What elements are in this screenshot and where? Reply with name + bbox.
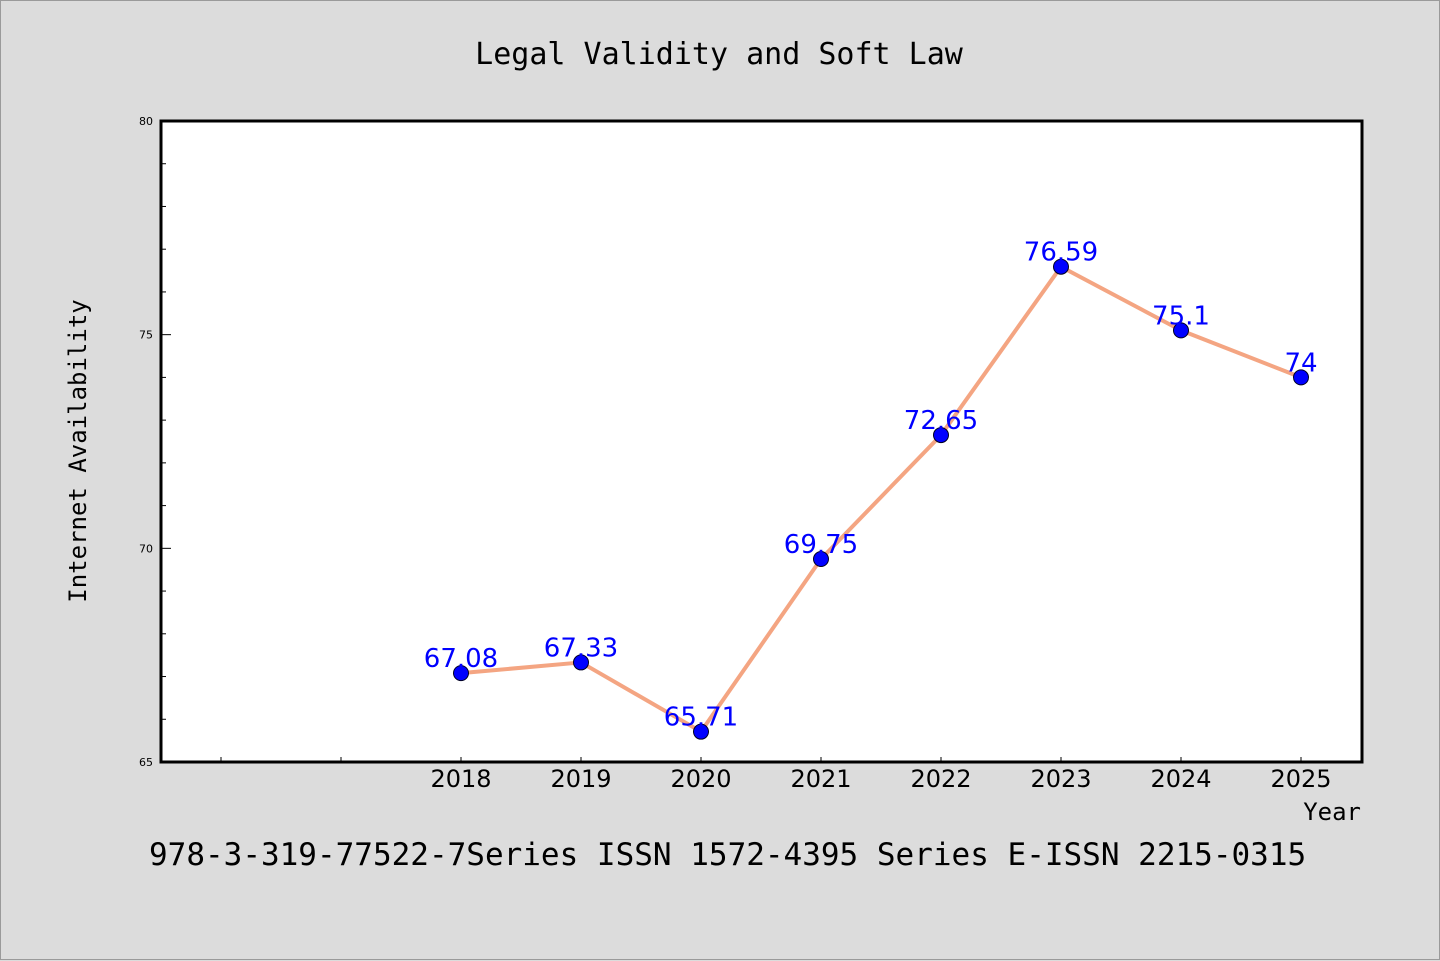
data-point [453,665,469,682]
x-tick-label: 2023 [1030,765,1091,793]
y-tick-label: 65 [139,756,153,769]
plot-area [159,119,1364,764]
y-tick-label: 80 [139,115,153,128]
data-point [933,427,949,444]
footer-isbn-issn-text: 978-3-319-77522-7Series ISSN 1572-4395 S… [149,837,1306,873]
data-label: 72.65 [904,406,978,436]
data-point [1173,322,1189,339]
data-point [1293,369,1309,386]
data-label: 65.71 [664,703,738,733]
x-tick-label: 2019 [550,765,611,793]
data-label: 67.33 [544,633,618,663]
y-tick-label: 75 [139,329,153,342]
series-layer: 67.08 67.33 65.71 69.75 72.65 76.59 75.1 74 [424,238,1318,740]
data-label: 69.75 [784,530,858,560]
data-label: 75.1 [1152,301,1210,331]
data-point [573,654,589,671]
data-point [693,723,709,740]
series-line [459,264,1303,734]
y-axis: 65 70 75 80 [139,115,171,769]
x-tick-label: 2024 [1150,765,1211,793]
x-tick-label: 2020 [670,765,731,793]
x-axis: 2018 2019 2020 2021 2022 2023 2024 2025 [220,757,1332,793]
data-label: 74 [1284,348,1317,378]
chart-title: Legal Validity and Soft Law [475,37,964,72]
x-axis-label: Year [1303,798,1361,826]
data-point [813,551,829,568]
data-point [1053,258,1069,275]
data-label: 67.08 [424,644,498,674]
x-tick-label: 2022 [910,765,971,793]
y-tick-label: 70 [139,542,153,555]
x-tick-label: 2021 [790,765,851,793]
data-label: 76.59 [1024,238,1098,268]
x-tick-label: 2018 [430,765,491,793]
y-axis-label: Internet Availability [64,299,92,602]
x-tick-label: 2025 [1270,765,1331,793]
